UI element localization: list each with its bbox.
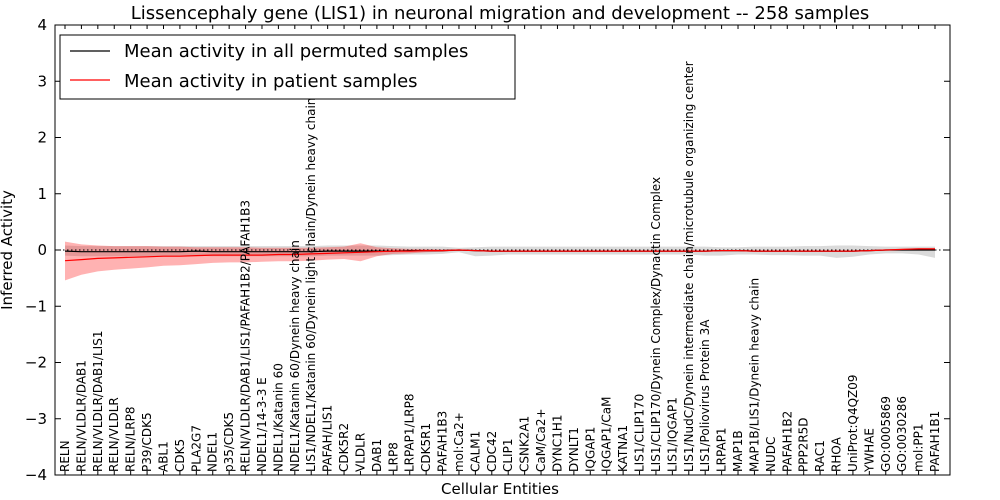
x-tick-label: KATNA1 [616,425,630,472]
line-patient-mean [64,248,935,262]
x-tick-label: ABL1 [156,441,170,472]
x-tick-label: RELN/VLDLR/DAB1/LIS1/PAFAH1B2/PAFAH1B3 [239,200,253,472]
x-tick-label: LIS1/Poliovirus Protein 3A [698,319,712,472]
y-axis-label: Inferred Activity [0,190,16,310]
x-tick-label: p35/CDK5 [222,412,236,472]
x-tick-label: mol:PP1 [912,423,926,472]
x-tick-label: PAFAH1B3 [436,411,450,472]
x-tick-label: LRPAP1 [715,427,729,472]
legend-label-permuted: Mean activity in all permuted samples [124,41,468,62]
x-tick-label: NDEL1/Katanin 60 [271,363,285,472]
plot-area: −4 −3 −2 −1 0 1 2 3 4 [25,16,951,484]
x-tick-label: VLDLR [353,433,367,472]
y-tick-label: 3 [37,72,47,90]
x-tick-label: MAP1B [731,430,745,472]
x-tick-label: DYNLT1 [567,427,581,472]
x-tick-label: NDEL1 [206,432,220,472]
x-tick-label: YWHAE [862,428,876,473]
x-tick-label: GO:0005869 [879,396,893,472]
x-tick-label: NUDC [764,437,778,472]
x-tick-label: DYNC1H1 [550,414,564,472]
x-tick-label: CDK5R2 [337,423,351,472]
x-tick-label: IQGAP1 [583,427,597,472]
y-tick-label: 2 [37,129,47,147]
legend-box [59,34,516,100]
y-tick-label: 0 [37,241,47,259]
x-axis-label: Cellular Entities [441,480,559,498]
x-tick-label: NDEL1/Katanin 60/Dynein heavy chain [288,240,302,472]
x-tick-label: RHOA [830,436,844,472]
y-tick-label: −3 [25,410,47,428]
x-tick-label: GO:0030286 [895,396,909,472]
x-tick-label: DAB1 [370,439,384,472]
x-tick-label: CDK5 [173,439,187,472]
x-tick-label: RELN/VLDLR/DAB1 [74,360,88,472]
x-tick-label: PLA2G7 [189,425,203,472]
legend: Mean activity in all permuted samples Me… [59,34,516,100]
x-tick-label: UniProt:Q4QZ09 [846,374,860,472]
x-tick-label: MAP1B/LIS1/Dynein heavy chain [747,278,761,472]
x-tick-label: LRP8 [386,442,400,472]
x-tick-label: RELN [58,440,72,472]
x-tick-label: CDK5R1 [419,423,433,472]
x-tick-label: PAFAH1B1 [928,411,942,472]
x-tick-label: PPP2R5D [797,417,811,472]
x-tick-label: P39/CDK5 [140,412,154,472]
x-tick-label: LIS1/IQGAP1 [665,397,679,472]
x-tick-label: CLIP1 [501,439,515,472]
x-tick-label: RELN/VLDLR [107,397,121,472]
x-tick-label: LRPAP1/LRP8 [403,393,417,472]
x-tick-label: CDC42 [485,431,499,472]
x-tick-label: LIS1/NudC/Dynein intermediate chain/micr… [682,61,696,472]
legend-label-patient: Mean activity in patient samples [124,71,418,92]
x-tick-label: NDEL1/14-3-3 E [255,377,269,472]
y-tick-label: 4 [37,16,47,34]
x-tick-label: CSNK2A1 [518,416,532,472]
x-tick-label: LIS1/CLIP170/Dynein Complex/Dynactin Com… [649,177,663,472]
x-tick-label: RELN/VLDLR/DAB1/LIS1 [91,331,105,472]
x-tick-label: mol:Ca2+ [452,412,466,472]
y-tick-label: 1 [37,185,47,203]
chart-title: Lissencephaly gene (LIS1) in neuronal mi… [131,3,870,24]
y-tick-label: −2 [25,354,47,372]
y-tick-label: −4 [25,466,47,484]
x-tick-label: CALM1 [468,431,482,472]
y-tick-label: −1 [25,297,47,315]
x-tick-label: LIS1/NDEL1/Katanin 60/Dynein light chain… [304,98,318,472]
x-tick-label: PAFAH/LIS1 [321,405,335,472]
x-tick-label: RAC1 [813,440,827,472]
x-tick-label: LIS1/CLIP170 [633,394,647,472]
x-tick-labels: RELN RELN/VLDLR/DAB1 RELN/VLDLR/DAB1/LIS1 R… [58,61,942,473]
x-tick-label: PAFAH1B2 [780,411,794,472]
x-tick-label: RELN/LRP8 [124,406,138,472]
x-tick-label: IQGAP1/CaM [600,397,614,473]
x-tick-label: CaM/Ca2+ [534,408,548,472]
